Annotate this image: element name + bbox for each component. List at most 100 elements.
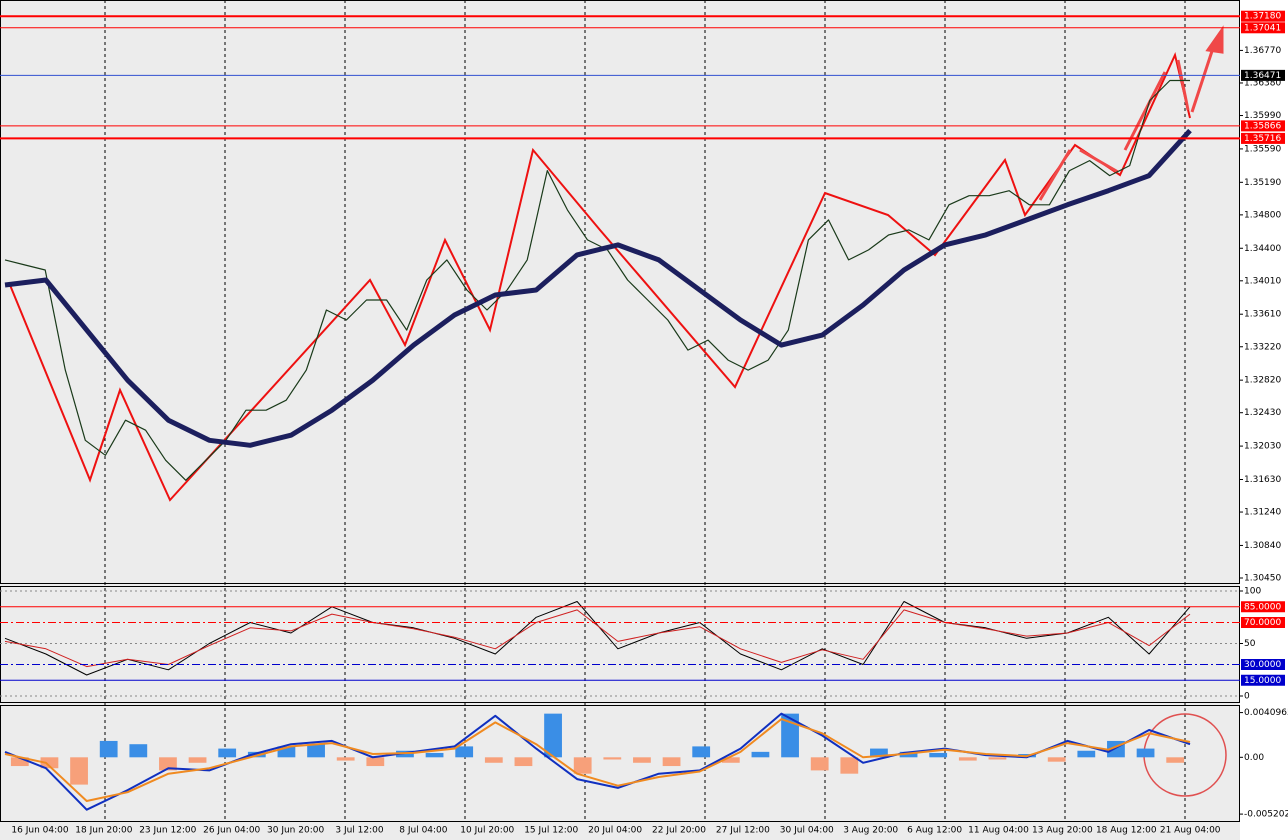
y-tick-label: 1.32030 (1244, 442, 1281, 452)
x-tick-label: 22 Jul 20:00 (652, 826, 706, 836)
y-tick-label: 1.32430 (1244, 408, 1281, 418)
x-tick-label: 3 Aug 20:00 (843, 826, 898, 836)
level-label: 30.0000 (1244, 660, 1281, 670)
histogram-bar (99, 740, 118, 758)
histogram-bar (1047, 757, 1066, 762)
histogram-bar (218, 748, 237, 758)
x-tick-label: 18 Aug 12:00 (1096, 826, 1157, 836)
y-tick-label: 1.32820 (1244, 376, 1281, 386)
histogram-bar (1136, 748, 1155, 758)
histogram-bar (810, 757, 829, 771)
panel-frames (0, 0, 1240, 822)
y-tick-label: 1.36380 (1244, 78, 1281, 88)
histogram-bar (129, 744, 148, 758)
x-tick-label: 13 Aug 20:00 (1032, 826, 1093, 836)
level-label: 70.0000 (1244, 618, 1281, 628)
histogram-bar (159, 757, 177, 771)
histogram-bar (751, 751, 770, 758)
vertical-grid (104, 0, 1186, 820)
x-tick-label: 18 Jun 20:00 (75, 826, 132, 836)
x-tick-label: 20 Jul 04:00 (588, 826, 642, 836)
series-line (4, 128, 1192, 448)
y-tick-label: 1.34010 (1244, 276, 1281, 286)
series-line (4, 718, 1191, 802)
level-label-bg (1241, 617, 1285, 628)
y-tick-label: 1.35990 (1244, 111, 1281, 121)
level-label-bg (1241, 601, 1285, 613)
histogram-bar (40, 757, 59, 769)
histogram-bar (336, 757, 355, 761)
x-tick-label: 30 Jul 04:00 (780, 826, 834, 836)
level-label: 85.0000 (1244, 602, 1281, 612)
histogram-bar (544, 713, 562, 758)
histogram-bar (455, 746, 474, 758)
level-label: 1.37041 (1244, 23, 1281, 33)
level-label: 1.35866 (1244, 121, 1281, 131)
histogram-bar (70, 757, 88, 785)
x-tick-label: 27 Jul 12:00 (716, 826, 770, 836)
level-label-bg (1241, 120, 1285, 132)
y-tick-label: 1.36770 (1244, 46, 1281, 56)
histogram-bar (870, 748, 888, 758)
histogram-bar (573, 757, 592, 774)
level-label-bg (1241, 659, 1285, 670)
histogram-bar (603, 757, 622, 760)
histogram-bar (1077, 750, 1096, 758)
histogram-bar (988, 757, 1007, 760)
level-label: 1.37180 (1244, 12, 1281, 22)
level-label-bg (1241, 674, 1285, 686)
y-tick-label: -0.005202 (1244, 810, 1288, 820)
histogram-bar (10, 757, 29, 767)
level-label-bg (1241, 10, 1285, 22)
histogram-bar (692, 746, 711, 758)
histogram-bar (662, 757, 681, 767)
y-tick-label: 1.33220 (1244, 342, 1281, 352)
histogram-bar (840, 757, 859, 774)
level-label: 1.36471 (1244, 71, 1281, 81)
histogram-bar (1166, 757, 1185, 763)
x-tick-label: 8 Jul 04:00 (399, 826, 448, 836)
level-label: 15.0000 (1244, 676, 1281, 686)
level-label-bg (1241, 132, 1285, 144)
histogram-bar (484, 757, 503, 763)
y-tick-label: 1.31240 (1244, 508, 1281, 518)
x-tick-label: 26 Jun 04:00 (203, 826, 260, 836)
y-tick-label: 0.00 (1244, 753, 1264, 763)
y-tick-label: 0 (1244, 692, 1250, 702)
y-tick-label: 1.33610 (1244, 310, 1281, 320)
histogram-bar (277, 746, 296, 758)
x-tick-label: 15 Jul 12:00 (524, 826, 578, 836)
histogram-bar (188, 757, 207, 763)
histogram-bar (929, 752, 948, 758)
histogram-bar (307, 744, 325, 758)
level-label-bg (1241, 22, 1285, 34)
y-tick-label: 1.34400 (1244, 244, 1281, 254)
plot-background (0, 0, 1240, 840)
y-tick-label: 100 (1244, 587, 1261, 597)
histogram-bar (633, 757, 651, 763)
x-tick-label: 11 Aug 04:00 (968, 826, 1029, 836)
x-tick-label: 10 Jul 20:00 (460, 826, 514, 836)
y-tick-label: 50 (1244, 639, 1256, 649)
level-label-bg (1241, 69, 1285, 81)
histogram-bar (721, 757, 740, 763)
x-tick-label: 21 Aug 04:00 (1160, 826, 1221, 836)
y-tick-label: 1.30840 (1244, 541, 1281, 551)
series-line (4, 79, 1190, 481)
histogram-bar (366, 757, 385, 767)
x-tick-label: 6 Aug 12:00 (907, 826, 962, 836)
x-tick-label: 3 Jul 12:00 (335, 826, 384, 836)
y-tick-label: 1.34800 (1244, 210, 1281, 220)
x-tick-label: 16 Jun 04:00 (11, 826, 68, 836)
y-tick-label: 1.30450 (1244, 573, 1281, 583)
y-tick-label: 1.35590 (1244, 144, 1281, 154)
series-line (4, 609, 1191, 668)
y-tick-label: 0.0040965 (1244, 708, 1288, 718)
level-label: 1.35716 (1244, 134, 1281, 144)
histogram-bar (899, 751, 918, 758)
x-tick-label: 23 Jun 12:00 (139, 826, 196, 836)
histogram-bar (958, 757, 977, 761)
y-tick-label: 1.35190 (1244, 178, 1281, 188)
